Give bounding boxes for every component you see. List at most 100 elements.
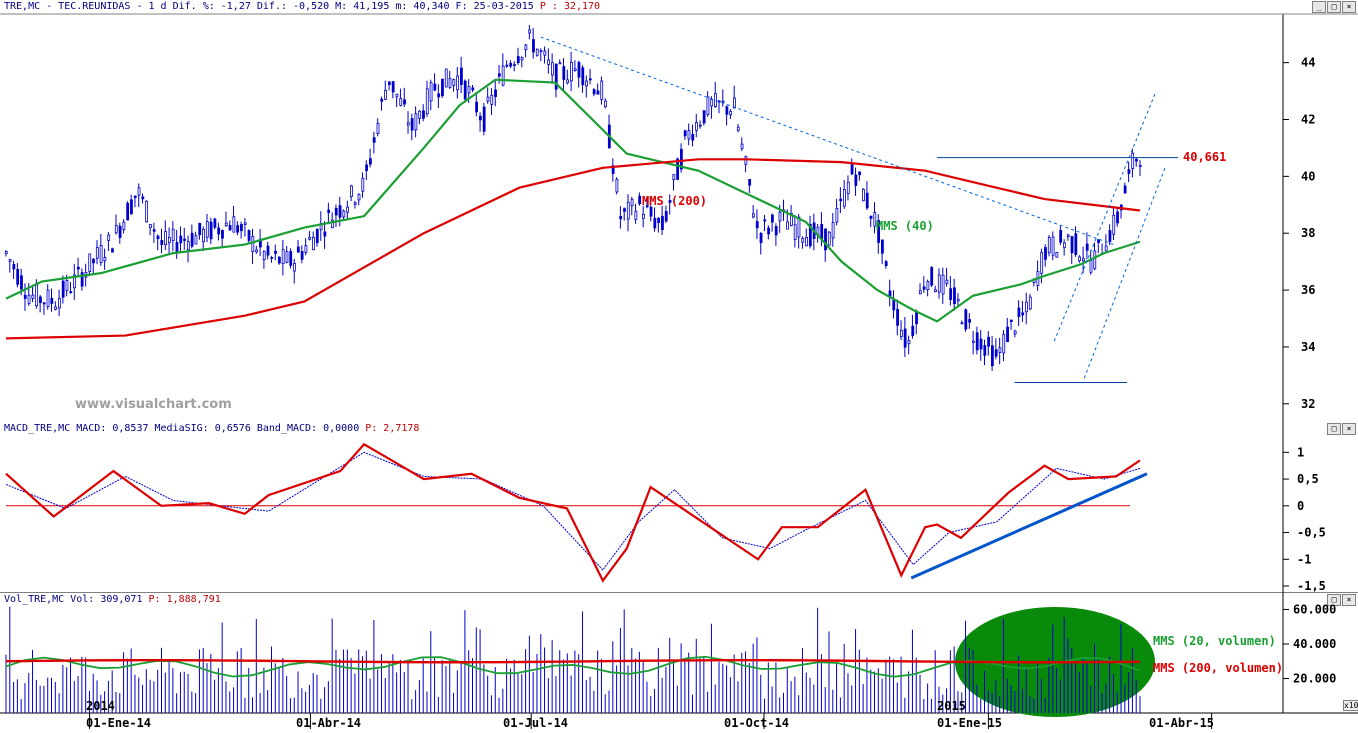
price-candle-body — [881, 239, 884, 254]
price-candle-body — [532, 39, 535, 53]
price-candle-body — [509, 62, 513, 67]
price-candle-body — [456, 75, 460, 91]
price-candle-body — [626, 201, 630, 220]
macd-y-tick-label: 0,5 — [1297, 472, 1319, 486]
price-candle-body — [634, 210, 638, 220]
price-candle-body — [350, 185, 353, 197]
price-panel: TRE,MC - TEC.REUNIDAS - 1 d Dif. %: -1,2… — [0, 0, 1358, 423]
price-candle-body — [774, 226, 778, 236]
price-candle-body — [270, 257, 274, 259]
price-candle-body — [274, 250, 277, 254]
price-candle-body — [570, 61, 573, 82]
macd-y-tick-label: 0 — [1297, 499, 1304, 513]
price-candle-body — [353, 202, 357, 205]
price-candle-body — [551, 62, 554, 76]
price-candle-body — [164, 231, 167, 246]
price-candle-body — [266, 245, 270, 256]
price-candle-body — [744, 156, 748, 165]
maximize-button[interactable]: □ — [1327, 1, 1341, 13]
price-candle-body — [911, 325, 915, 337]
macd-y-tick-label: -0,5 — [1297, 526, 1326, 540]
price-candle-body — [873, 212, 877, 227]
price-candle-body — [107, 234, 111, 241]
price-candle-body — [577, 62, 581, 78]
price-candle-body — [698, 124, 702, 127]
price-candle-body — [554, 63, 558, 90]
price-candle-body — [956, 298, 960, 302]
macd-maximize-button[interactable]: □ — [1327, 423, 1341, 435]
price-candle-body — [539, 50, 543, 53]
price-candle-body — [31, 294, 35, 299]
price-candle-body — [209, 221, 213, 240]
price-candle-body — [752, 213, 755, 218]
price-candle-body — [414, 113, 418, 131]
price-candle-body — [1135, 158, 1138, 162]
price-candle-body — [54, 306, 58, 310]
price-candle-body — [95, 247, 99, 259]
price-candle-body — [664, 211, 668, 222]
price-candle-body — [406, 122, 410, 126]
price-candle-body — [384, 89, 387, 100]
price-candle-body — [57, 298, 61, 309]
minimize-button[interactable]: _ — [1312, 1, 1326, 13]
price-candle-body — [50, 297, 54, 304]
price-candle-body — [850, 162, 854, 175]
macd-close-button[interactable]: × — [1342, 423, 1356, 435]
close-button[interactable]: × — [1342, 1, 1356, 13]
price-candle-body — [1138, 165, 1142, 168]
price-y-tick-label: 34 — [1301, 340, 1315, 354]
price-candle-body — [460, 67, 463, 85]
price-candle-body — [365, 164, 369, 171]
price-candle-body — [312, 236, 315, 251]
price-candle-body — [638, 195, 642, 205]
price-candle-body — [99, 245, 103, 263]
price-candle-body — [630, 198, 634, 207]
price-candle-body — [46, 289, 50, 308]
price-candle-body — [368, 158, 372, 165]
price-candle-body — [899, 329, 903, 338]
price-candle-body — [687, 130, 691, 140]
price-candle-body — [452, 79, 456, 86]
price-candle-body — [558, 62, 562, 65]
price-candle-body — [786, 221, 789, 230]
price-candle-body — [748, 178, 752, 186]
price-candle-body — [615, 178, 619, 193]
price-candle-body — [983, 345, 987, 356]
price-candle-body — [73, 274, 76, 289]
price-candle-body — [213, 218, 217, 228]
price-candle-body — [1047, 237, 1051, 254]
price-window-buttons: _ □ × — [1312, 1, 1356, 13]
mms40-line — [5, 78, 1141, 323]
price-candle-body — [896, 309, 899, 326]
price-candle-body — [941, 274, 945, 295]
price-candle-body — [441, 78, 444, 97]
price-candle-body — [403, 99, 406, 105]
price-candle-body — [35, 284, 39, 307]
macd-p-label: P: 2,7178 — [365, 423, 420, 434]
price-stats: 1 d Dif. %: -1,27 Dif.: -0,520 M: 41,195… — [148, 1, 534, 12]
price-candle-body — [315, 228, 319, 244]
price-candle-body — [695, 122, 698, 131]
price-candle-body — [877, 220, 881, 243]
volume-y-tick-label: 20.000 — [1293, 671, 1336, 685]
price-candle-body — [683, 130, 687, 137]
price-candle-body — [308, 236, 312, 240]
price-candle-body — [702, 110, 706, 124]
price-candle-body — [854, 174, 858, 186]
price-candle-body — [228, 225, 232, 231]
price-candle-body — [342, 210, 346, 218]
price-candle-body — [918, 290, 922, 295]
price-candle-body — [736, 126, 740, 131]
price-candle-body — [422, 110, 425, 119]
price-candle-body — [429, 82, 433, 102]
volume-close-button[interactable]: × — [1342, 594, 1356, 606]
volume-y-tick-label: 60.000 — [1293, 602, 1336, 616]
channel-lower-line — [1083, 167, 1166, 379]
price-candle-body — [835, 208, 839, 223]
price-candle-body — [27, 294, 31, 304]
price-candle-body — [1009, 319, 1013, 322]
price-candle-body — [721, 100, 725, 103]
price-candle-body — [805, 237, 808, 247]
volume-maximize-button[interactable]: □ — [1327, 594, 1341, 606]
price-candle-body — [179, 235, 183, 244]
